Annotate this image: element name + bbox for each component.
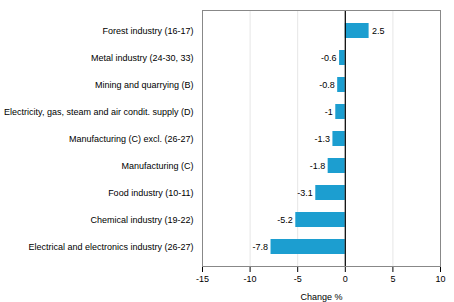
svg-text:-10: -10: [244, 274, 257, 284]
svg-text:Forest industry (16-17): Forest industry (16-17): [102, 26, 193, 36]
svg-text:-0.6: -0.6: [321, 53, 337, 63]
svg-text:-15: -15: [196, 274, 209, 284]
svg-text:Food industry (10-11): Food industry (10-11): [108, 188, 193, 198]
svg-text:10: 10: [435, 274, 445, 284]
svg-text:2.5: 2.5: [372, 26, 385, 36]
svg-text:-0.8: -0.8: [319, 80, 335, 90]
svg-text:-3.1: -3.1: [297, 188, 313, 198]
svg-text:-7.8: -7.8: [253, 242, 269, 252]
svg-text:Mining and quarrying (B): Mining and quarrying (B): [95, 80, 194, 90]
svg-text:-5.2: -5.2: [277, 215, 293, 225]
svg-text:Change %: Change %: [300, 292, 342, 302]
svg-text:Chemical industry (19-22): Chemical industry (19-22): [90, 215, 193, 225]
svg-text:Manufacturing (C): Manufacturing (C): [121, 161, 193, 171]
svg-text:0: 0: [343, 274, 348, 284]
svg-text:-1: -1: [325, 107, 333, 117]
svg-text:5: 5: [390, 274, 395, 284]
svg-text:Electrical and electronics ind: Electrical and electronics industry (26-…: [28, 242, 193, 252]
svg-text:-1.3: -1.3: [314, 134, 330, 144]
svg-text:-1.8: -1.8: [310, 161, 326, 171]
svg-text:Metal industry (24-30, 33): Metal industry (24-30, 33): [91, 53, 194, 63]
svg-text:Electricity, gas, steam and ai: Electricity, gas, steam and air condit. …: [4, 107, 193, 117]
svg-text:Manufacturing (C) excl. (26-27: Manufacturing (C) excl. (26-27): [69, 134, 194, 144]
svg-text:-5: -5: [294, 274, 302, 284]
